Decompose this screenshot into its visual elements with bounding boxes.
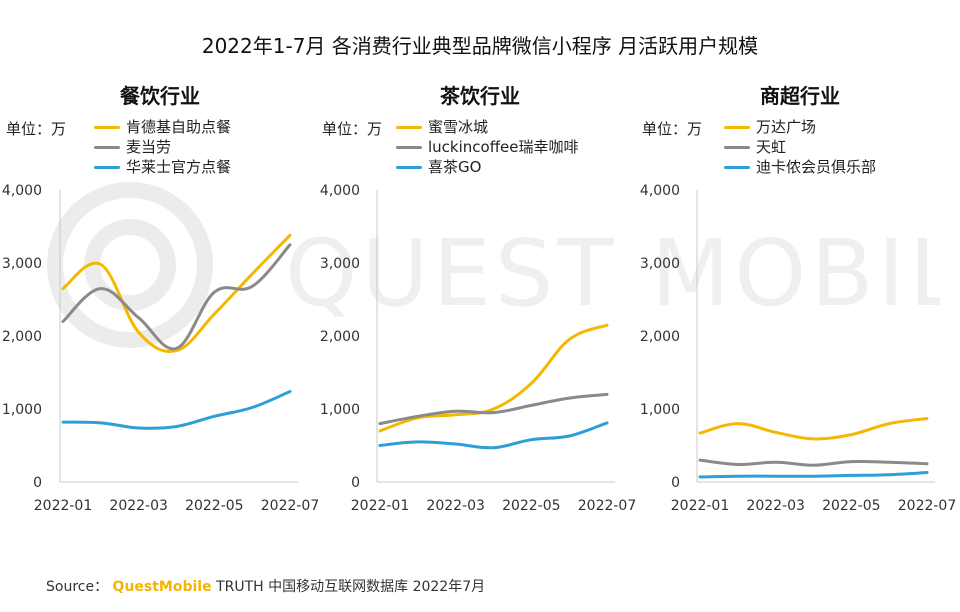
series-line (698, 471, 929, 479)
plot-area: 0 1,000 2,000 3,000 4,000 2022-01 2022-03 2022-… (2, 183, 320, 514)
y-tick-label: 2,000 (2, 329, 42, 345)
x-tick-label: 2022-03 (746, 498, 805, 514)
legend-item: 天虹 (724, 137, 876, 157)
x-tick-label: 2022-05 (822, 498, 881, 514)
y-tick-label: 0 (671, 475, 680, 491)
panel-tea: 茶饮行业 单位：万 蜜雪冰城 luckincoffee瑞幸咖啡 喜茶GO 0 1,… (320, 0, 640, 560)
panel-retail: 商超行业 单位：万 万达广场 天虹 迪卡侬会员俱乐部 0 1,000 2,000 3,… (640, 0, 960, 560)
legend: 肯德基自助点餐 麦当劳 华莱士官方点餐 (94, 117, 231, 177)
legend-item: 蜜雪冰城 (396, 117, 579, 137)
legend-label: 万达广场 (756, 118, 817, 136)
unit-label: 单位：万 (322, 120, 383, 138)
x-tick-label: 2022-01 (351, 498, 410, 514)
legend-swatch (94, 125, 120, 129)
legend-item: luckincoffee瑞幸咖啡 (396, 137, 579, 157)
legend-item: 华莱士官方点餐 (94, 157, 231, 177)
x-tick-label: 2022-07 (898, 498, 957, 514)
series-line (61, 233, 292, 353)
source-brand: QuestMobile (112, 579, 212, 595)
plot-area: 0 1,000 2,000 3,000 4,000 2022-01 2022-03 2022-… (640, 183, 957, 514)
y-tick-label: 0 (351, 475, 360, 491)
y-tick-label: 1,000 (640, 402, 680, 418)
series-line (698, 458, 929, 467)
y-tick-label: 4,000 (2, 183, 42, 199)
legend: 蜜雪冰城 luckincoffee瑞幸咖啡 喜茶GO (396, 117, 579, 177)
panel-catering: 餐饮行业 单位：万 肯德基自助点餐 麦当劳 华莱士官方点餐 0 1,000 2,00… (0, 0, 320, 560)
legend-item: 迪卡侬会员俱乐部 (724, 157, 876, 177)
panel-title: 商超行业 (760, 84, 840, 108)
series-line (61, 243, 292, 351)
y-tick-label: 2,000 (640, 329, 680, 345)
x-tick-label: 2022-07 (261, 498, 320, 514)
x-tick-label: 2022-03 (109, 498, 168, 514)
y-tick-label: 3,000 (320, 256, 360, 272)
legend-swatch (94, 145, 120, 149)
legend: 万达广场 天虹 迪卡侬会员俱乐部 (724, 117, 876, 177)
legend-swatch (396, 165, 422, 169)
y-tick-label: 1,000 (320, 402, 360, 418)
panel-title: 餐饮行业 (120, 84, 200, 108)
legend-label: 华莱士官方点餐 (126, 158, 232, 176)
y-tick-label: 0 (33, 475, 42, 491)
legend-label: 喜茶GO (428, 158, 482, 176)
legend-label: 麦当劳 (126, 138, 172, 156)
y-tick-label: 4,000 (320, 183, 360, 199)
legend-swatch (396, 145, 422, 149)
x-tick-label: 2022-01 (34, 498, 93, 514)
chart-main-title: 2022年1-7月 各消费行业典型品牌微信小程序 月活跃用户规模 (201, 34, 759, 58)
series-line (378, 421, 609, 450)
y-tick-label: 1,000 (2, 402, 42, 418)
y-tick-label: 4,000 (640, 183, 680, 199)
source-text: TRUTH 中国移动互联网数据库 2022年7月 (216, 579, 486, 595)
series-line (698, 417, 929, 441)
series-line (378, 392, 609, 426)
y-tick-label: 3,000 (640, 256, 680, 272)
x-tick-label: 2022-05 (185, 498, 244, 514)
legend-swatch (724, 165, 750, 169)
legend-label: 天虹 (756, 138, 787, 156)
legend-swatch (396, 125, 422, 129)
series-line (378, 323, 609, 433)
legend-label: 迪卡侬会员俱乐部 (756, 158, 877, 176)
x-tick-label: 2022-07 (578, 498, 637, 514)
legend-swatch (724, 125, 750, 129)
source-note: Source： QuestMobile TRUTH 中国移动互联网数据库 202… (46, 576, 485, 596)
legend-swatch (724, 145, 750, 149)
x-tick-label: 2022-03 (426, 498, 485, 514)
legend-label: 蜜雪冰城 (428, 118, 489, 136)
legend-item: 万达广场 (724, 117, 876, 137)
legend-item: 肯德基自助点餐 (94, 117, 231, 137)
x-tick-label: 2022-01 (671, 498, 730, 514)
unit-label: 单位：万 (6, 120, 67, 138)
x-tick-label: 2022-05 (502, 498, 561, 514)
panel-title: 茶饮行业 (440, 84, 520, 108)
legend-swatch (94, 165, 120, 169)
y-tick-label: 3,000 (2, 256, 42, 272)
source-label: Source： (46, 579, 109, 595)
plot-area: 0 1,000 2,000 3,000 4,000 2022-01 2022-03 2022-… (320, 183, 637, 514)
unit-label: 单位：万 (642, 120, 703, 138)
series-line (61, 390, 292, 430)
y-tick-label: 2,000 (320, 329, 360, 345)
legend-label: 肯德基自助点餐 (126, 118, 232, 136)
legend-label: luckincoffee瑞幸咖啡 (428, 138, 579, 156)
legend-item: 麦当劳 (94, 137, 231, 157)
legend-item: 喜茶GO (396, 157, 579, 177)
